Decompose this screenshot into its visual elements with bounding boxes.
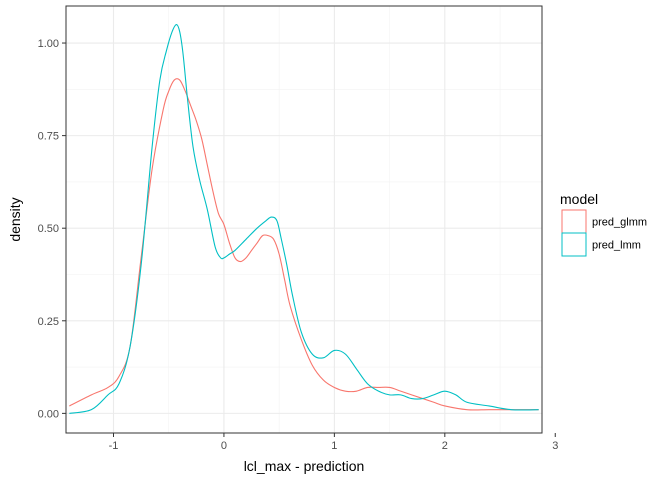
density-lines [69,23,539,414]
legend-label-pred_glmm: pred_glmm [592,217,647,229]
x-axis: -1 0 1 2 3 [109,433,558,452]
panel-border [65,5,543,434]
legend-label-pred_lmm: pred_lmm [592,240,641,252]
y-tick-label: 0.75 [38,131,59,143]
x-tick-label: 3 [552,440,558,452]
x-tick-label: 1 [331,440,337,452]
x-tick-label: 2 [442,440,448,452]
y-tick-label: 1.00 [38,38,59,50]
density-line-pred_glmm [69,78,539,411]
minor-gridlines [66,6,542,433]
y-axis-title: density [7,197,23,241]
x-tick-label: 0 [221,440,227,452]
y-tick-label: 0.00 [38,408,59,420]
y-axis: 0.00 0.25 0.50 0.75 1.00 [38,38,66,420]
x-axis-title: lcl_max - prediction [244,458,365,474]
legend: model pred_glmm pred_lmm [560,191,647,257]
legend-key-pred_glmm [561,209,587,234]
major-gridlines [66,6,542,433]
y-tick-label: 0.25 [38,316,59,328]
x-tick-label: -1 [109,440,119,452]
legend-title: model [560,191,598,207]
legend-key-pred_lmm [561,232,587,257]
y-tick-label: 0.50 [38,223,59,235]
density-line-pred_lmm [69,23,539,414]
